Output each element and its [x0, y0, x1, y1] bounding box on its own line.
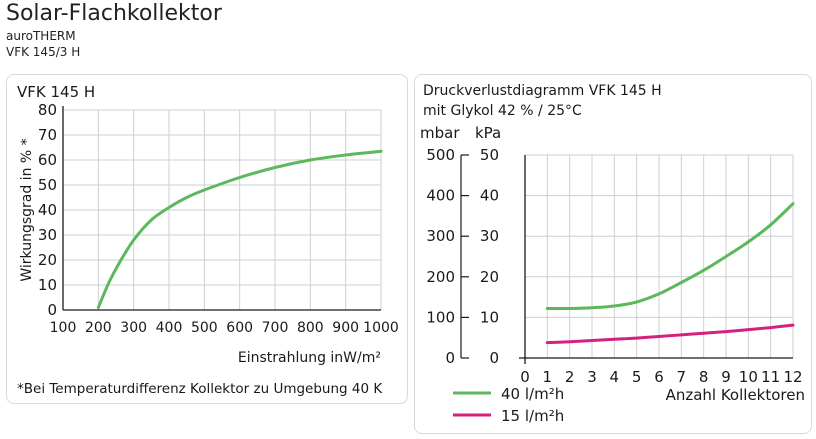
x-tick-label: 6 [654, 368, 664, 386]
y-tick-label-mbar: 300 [426, 227, 455, 245]
y-tick-label: 60 [38, 151, 57, 169]
x-tick-label: 400 [156, 320, 183, 336]
x-tick-label: 900 [332, 320, 359, 336]
y-tick-label: 20 [38, 251, 57, 269]
y-tick-label-mbar: 0 [445, 349, 455, 367]
y-tick-label-mbar: 500 [426, 146, 455, 164]
pressure-loss-chart-panel: Druckverlustdiagramm VFK 145 H mit Glykol… [414, 74, 812, 434]
product-line: auroTHERM [6, 29, 76, 43]
footnote: *Bei Temperaturdifferenz Kollektor zu Um… [17, 381, 383, 397]
x-axis-label: Anzahl Kollektoren [666, 386, 805, 404]
chart-subtitle: mit Glykol 42 % / 25°C [423, 103, 582, 119]
y-tick-label: 0 [47, 301, 57, 319]
y-tick-label-kpa: 10 [480, 308, 499, 326]
x-tick-label: 9 [721, 368, 731, 386]
legend-label: 15 l/m²h [501, 407, 564, 425]
product-model: VFK 145/3 H [6, 45, 81, 59]
y-tick-label-kpa: 40 [480, 187, 499, 205]
series-line-15 [545, 323, 795, 345]
x-tick-label: 10 [739, 368, 758, 386]
x-tick-label: 100 [50, 320, 77, 336]
x-tick-label: 0 [520, 368, 530, 386]
page-title: Solar-Flachkollektor [6, 1, 222, 26]
x-tick-label: 8 [699, 368, 709, 386]
y-axis-label: Wirkungsgrad in % * [19, 138, 35, 281]
x-tick-label: 800 [297, 320, 324, 336]
y-tick-label-mbar: 200 [426, 268, 455, 286]
x-tick-label: 500 [191, 320, 218, 336]
pressure-loss-chart: Druckverlustdiagramm VFK 145 H mit Glykol… [420, 83, 805, 425]
x-tick-label: 3 [587, 368, 597, 386]
legend-label: 40 l/m²h [501, 385, 564, 403]
y-axis-unit-kpa: kPa [475, 124, 501, 142]
x-tick-label: 600 [226, 320, 253, 336]
x-tick-label: 12 [783, 368, 802, 386]
y-tick-label-mbar: 100 [426, 308, 455, 326]
page-header: Solar-Flachkollektor auroTHERM VFK 145/3… [6, 0, 222, 60]
x-tick-label: 1000 [363, 320, 399, 336]
y-tick-label-kpa: 0 [489, 349, 499, 367]
y-tick-label-mbar: 400 [426, 187, 455, 205]
x-tick-label: 2 [565, 368, 575, 386]
x-axis-label: Einstrahlung inW/m² [238, 350, 381, 366]
y-tick-label: 70 [38, 126, 57, 144]
x-tick-label: 4 [610, 368, 620, 386]
y-tick-label: 10 [38, 276, 57, 294]
y-tick-label: 50 [38, 176, 57, 194]
y-tick-label: 40 [38, 201, 57, 219]
y-tick-label-kpa: 30 [480, 227, 499, 245]
chart-title: VFK 145 H [17, 83, 95, 101]
y-tick-label: 30 [38, 226, 57, 244]
x-tick-label: 11 [761, 368, 780, 386]
x-tick-label: 200 [85, 320, 112, 336]
x-tick-label: 5 [632, 368, 642, 386]
y-tick-label-kpa: 50 [480, 146, 499, 164]
series-line-40 [545, 202, 795, 311]
y-tick-label: 80 [38, 101, 57, 119]
x-tick-label: 700 [262, 320, 289, 336]
chart-title: Druckverlustdiagramm VFK 145 H [423, 83, 662, 99]
efficiency-curve [96, 149, 383, 309]
efficiency-chart-panel: VFK 145 H 100 200 300 400 500 600 700 800 900 1000… [6, 74, 408, 404]
x-tick-label: 7 [677, 368, 687, 386]
y-tick-label-kpa: 20 [480, 268, 499, 286]
y-axis-unit-mbar: mbar [420, 124, 460, 142]
x-tick-label: 1 [543, 368, 553, 386]
x-tick-label: 300 [120, 320, 147, 336]
